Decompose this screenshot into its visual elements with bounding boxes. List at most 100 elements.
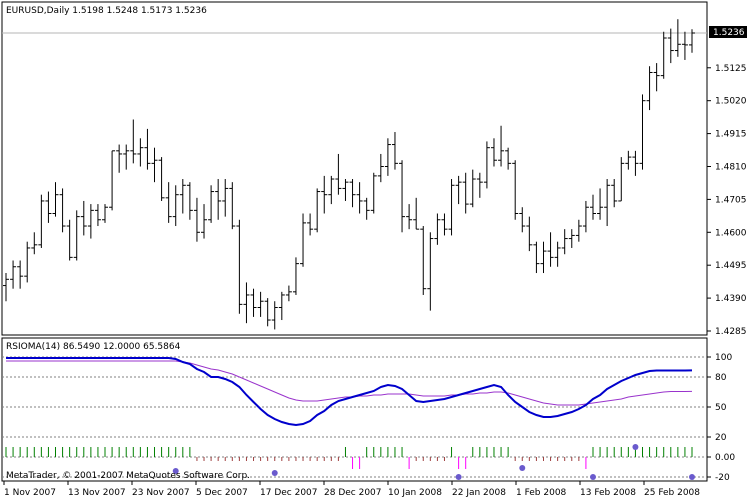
signal-dots xyxy=(172,444,695,480)
ohlc-bar xyxy=(589,194,596,220)
ohlc-bar xyxy=(285,285,292,302)
ohlc-bar xyxy=(137,138,144,167)
ohlc-bar xyxy=(208,185,215,223)
ohlc-bar xyxy=(116,144,123,173)
ohlc-bar xyxy=(342,179,349,201)
time-tick-label: 1 Feb 2008 xyxy=(516,488,567,498)
ohlc-bar xyxy=(292,257,299,295)
level-tick-label: 20 xyxy=(715,433,727,443)
ohlc-bar xyxy=(469,169,476,208)
ohlc-bar xyxy=(391,132,398,170)
ohlc-bar xyxy=(632,150,639,176)
ohlc-bar xyxy=(582,200,589,233)
ohlc-bar xyxy=(314,188,321,233)
time-tick-label: 1 Nov 2007 xyxy=(4,488,56,498)
ohlc-bar xyxy=(462,172,469,214)
ohlc-bar xyxy=(335,153,342,195)
price-axis: 1.5125 1.5020 1.4915 1.4810 1.4705 1.4600 1.44… xyxy=(707,64,747,337)
time-tick-label: 13 Feb 2008 xyxy=(580,488,636,498)
ohlc-bar xyxy=(406,204,413,230)
ohlc-bar xyxy=(123,144,130,170)
level-tick-label: -20 xyxy=(715,473,730,483)
ohlc-bar xyxy=(165,182,172,223)
time-tick-label: 13 Nov 2007 xyxy=(68,488,126,498)
indicator-title: RSIOMA(14) 86.5490 12.0000 65.5864 xyxy=(6,342,181,352)
price-tick-label: 1.4600 xyxy=(715,228,747,238)
ohlc-bar xyxy=(45,191,52,223)
ohlc-bar xyxy=(483,141,490,189)
ohlc-bar xyxy=(10,260,17,289)
ohlc-bar xyxy=(667,28,674,64)
ohlc-bar xyxy=(674,19,681,57)
indicator-panel[interactable] xyxy=(1,337,708,482)
price-tick-label: 1.5020 xyxy=(715,97,747,107)
ohlc-bar xyxy=(172,185,179,227)
ohlc-bar xyxy=(420,226,427,295)
ohlc-bar xyxy=(554,241,561,267)
ohlc-bar xyxy=(399,160,406,233)
ohlc-bar xyxy=(271,301,278,330)
time-tick-label: 5 Dec 2007 xyxy=(196,488,248,498)
time-tick-label: 25 Feb 2008 xyxy=(644,488,700,498)
ohlc-bar xyxy=(300,213,307,267)
ohlc-bar xyxy=(639,94,646,170)
ohlc-bar xyxy=(561,229,568,255)
ohlc-bar xyxy=(186,182,193,220)
price-tick-label: 1.4390 xyxy=(715,294,747,304)
ohlc-bar xyxy=(356,182,363,214)
indicator-axis: 100 80 50 20 0.00 -20 xyxy=(707,353,735,483)
ohlc-bar xyxy=(24,241,31,283)
ohlc-bar xyxy=(377,153,384,183)
ohlc-bar xyxy=(80,200,87,236)
ohlc-bar xyxy=(681,31,688,60)
price-panel[interactable] xyxy=(1,1,708,336)
ohlc-bar xyxy=(52,182,59,217)
ohlc-bar xyxy=(625,150,632,170)
current-price-label: 1.5236 xyxy=(713,28,745,38)
ohlc-bar xyxy=(434,213,441,245)
ohlc-bar xyxy=(73,210,80,261)
ohlc-bar xyxy=(505,147,512,170)
ohlc-bar xyxy=(87,204,94,239)
level-tick-label: 0.00 xyxy=(715,453,735,463)
time-tick-label: 23 Nov 2007 xyxy=(132,488,190,498)
time-tick-label: 10 Jan 2008 xyxy=(388,488,442,498)
ohlc-bar xyxy=(653,63,660,92)
ohlc-bar xyxy=(59,188,66,233)
ohlc-bar xyxy=(660,31,667,79)
ohlc-bar xyxy=(222,179,229,217)
signal-dot xyxy=(455,474,462,480)
time-tick-label: 28 Dec 2007 xyxy=(324,488,382,498)
price-bars xyxy=(3,19,695,330)
ohlc-bar xyxy=(646,66,653,111)
level-tick-label: 100 xyxy=(715,353,732,363)
signal-dot xyxy=(271,470,278,476)
ohlc-bar xyxy=(689,29,695,53)
signal-dot xyxy=(632,444,639,450)
ohlc-bar xyxy=(307,213,314,236)
ohlc-bar xyxy=(94,204,101,227)
ohlc-bar xyxy=(618,157,625,202)
copyright-text: MetaTrader, © 2001-2007 MetaQuotes Softw… xyxy=(6,471,250,481)
ohlc-bar xyxy=(604,179,611,227)
ohlc-bar xyxy=(243,282,250,324)
ohlc-bar xyxy=(264,298,271,327)
ohlc-bar xyxy=(384,138,391,176)
ohlc-bar xyxy=(193,197,200,242)
ohlc-bar xyxy=(455,175,462,205)
price-tick-label: 1.4810 xyxy=(715,162,747,172)
ohlc-bar xyxy=(476,172,483,198)
symbol-title: EURUSD,Daily 1.5198 1.5248 1.5173 1.5236 xyxy=(6,6,207,16)
price-tick-label: 1.4915 xyxy=(715,130,747,140)
ohlc-bar xyxy=(236,219,243,314)
ohlc-bar xyxy=(512,160,519,220)
ohlc-bar xyxy=(229,182,236,230)
ohlc-bar xyxy=(144,128,151,170)
ohlc-bar xyxy=(597,188,604,220)
ohlc-bar xyxy=(3,273,9,302)
ohlc-bar xyxy=(611,179,618,208)
ohlc-bar xyxy=(38,194,45,248)
ohlc-bar xyxy=(533,241,540,274)
ohlc-bar xyxy=(370,172,377,214)
